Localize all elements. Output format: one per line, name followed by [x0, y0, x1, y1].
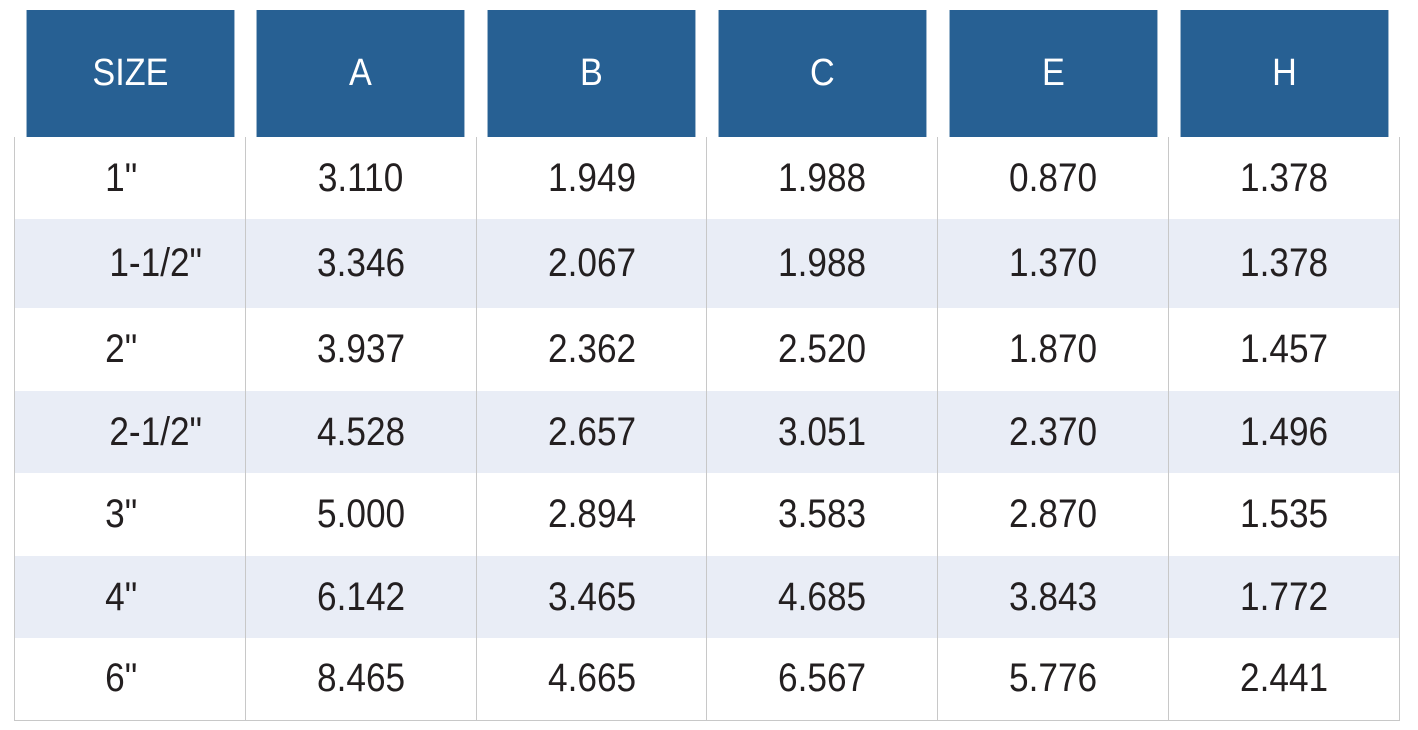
cell-h: 1.457	[1168, 308, 1400, 391]
table-row: 4" 6.142 3.465 4.685 3.843 1.772	[14, 556, 1400, 638]
header-b: B	[487, 10, 696, 137]
cell-c: 1.988	[706, 219, 939, 308]
cell-c: 6.567	[706, 638, 939, 721]
cell-b: 2.657	[475, 391, 708, 473]
table-row: 3" 5.000 2.894 3.583 2.870 1.535	[14, 473, 1400, 556]
cell-e: 2.870	[937, 473, 1170, 556]
cell-size: 2"	[14, 308, 246, 391]
cell-h: 1.378	[1168, 219, 1400, 308]
cell-size: 2-1/2"	[14, 391, 246, 473]
header-a: A	[256, 10, 465, 137]
table-row: 1-1/2" 3.346 2.067 1.988 1.370 1.378	[14, 219, 1400, 308]
cell-b: 3.465	[475, 556, 708, 638]
dimension-table: SIZE A B C E H 1" 3.110 1.949 1.988 0.87…	[14, 10, 1400, 721]
table-row: 6" 8.465 4.665 6.567 5.776 2.441	[14, 638, 1400, 721]
header-h: H	[1180, 10, 1388, 137]
cell-c: 3.051	[706, 391, 939, 473]
cell-a: 3.346	[244, 219, 477, 308]
cell-h: 1.535	[1168, 473, 1400, 556]
cell-a: 5.000	[244, 473, 477, 556]
cell-c: 2.520	[706, 308, 939, 391]
cell-c: 1.988	[706, 137, 939, 219]
table-header: SIZE A B C E H	[15, 10, 1400, 137]
cell-c: 3.583	[706, 473, 939, 556]
cell-a: 8.465	[244, 638, 477, 721]
cell-c: 4.685	[706, 556, 939, 638]
cell-a: 6.142	[244, 556, 477, 638]
cell-a: 3.110	[244, 137, 477, 219]
cell-e: 2.370	[937, 391, 1170, 473]
cell-size: 1"	[14, 137, 246, 219]
header-size: SIZE	[26, 10, 234, 137]
cell-size: 1-1/2"	[14, 219, 246, 308]
cell-size: 4"	[14, 556, 246, 638]
cell-e: 0.870	[937, 137, 1170, 219]
cell-b: 2.362	[475, 308, 708, 391]
cell-size: 3"	[14, 473, 246, 556]
cell-a: 4.528	[244, 391, 477, 473]
cell-b: 4.665	[475, 638, 708, 721]
cell-h: 1.496	[1168, 391, 1400, 473]
cell-b: 2.894	[475, 473, 708, 556]
cell-b: 1.949	[475, 137, 708, 219]
cell-e: 5.776	[937, 638, 1170, 721]
cell-h: 1.378	[1168, 137, 1400, 219]
dimension-table-container: SIZE A B C E H 1" 3.110 1.949 1.988 0.87…	[14, 10, 1400, 721]
cell-b: 2.067	[475, 219, 708, 308]
table-row: 2" 3.937 2.362 2.520 1.870 1.457	[14, 308, 1400, 391]
table-row: 2-1/2" 4.528 2.657 3.051 2.370 1.496	[14, 391, 1400, 473]
header-row: SIZE A B C E H	[15, 10, 1400, 137]
cell-a: 3.937	[244, 308, 477, 391]
cell-size: 6"	[14, 638, 246, 721]
cell-e: 3.843	[937, 556, 1170, 638]
header-c: C	[718, 10, 927, 137]
table-row: 1" 3.110 1.949 1.988 0.870 1.378	[14, 137, 1400, 219]
cell-h: 1.772	[1168, 556, 1400, 638]
cell-e: 1.870	[937, 308, 1170, 391]
cell-h: 2.441	[1168, 638, 1400, 721]
table-body: 1" 3.110 1.949 1.988 0.870 1.378 1-1/2" …	[14, 137, 1400, 721]
cell-e: 1.370	[937, 219, 1170, 308]
header-e: E	[949, 10, 1158, 137]
